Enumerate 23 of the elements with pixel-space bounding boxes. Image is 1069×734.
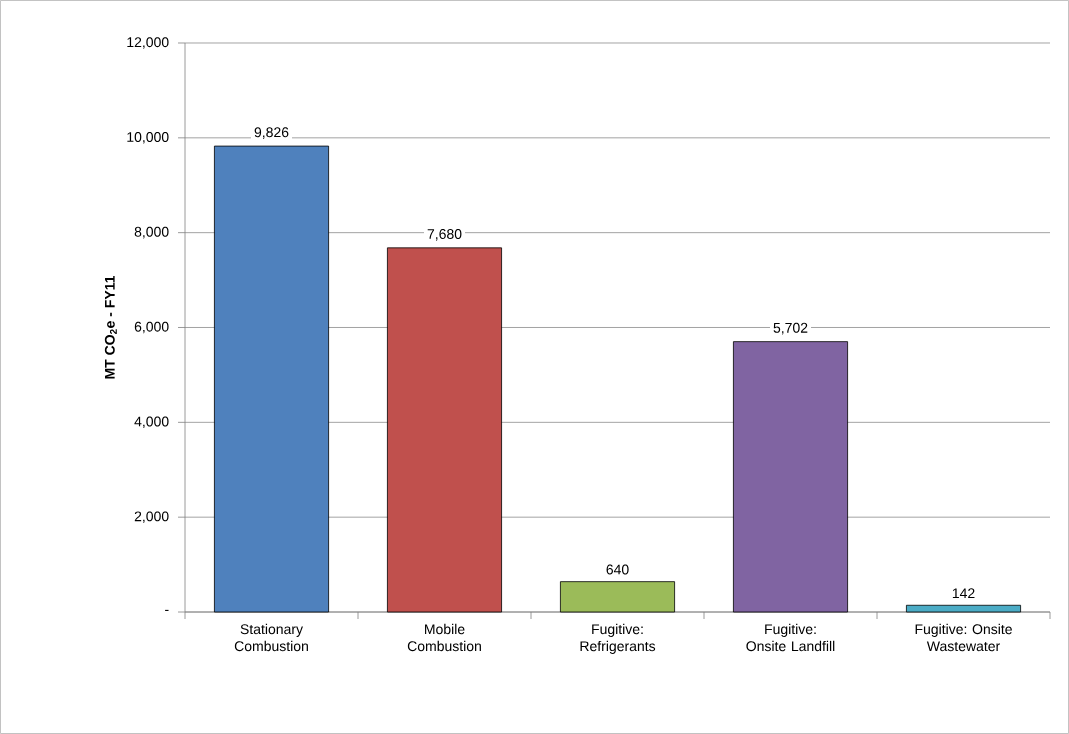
data-label: 7,680 xyxy=(427,229,462,241)
x-tick-label: Mobile Combustion xyxy=(407,623,481,652)
data-label: 5,702 xyxy=(773,322,808,335)
bar xyxy=(906,604,1021,613)
bar xyxy=(214,145,329,613)
x-tick-label: Fugitive: Onsite Wastewater xyxy=(915,623,1012,652)
y-tick-label: 6,000 xyxy=(134,321,169,334)
y-tick-label: 8,000 xyxy=(134,226,169,239)
y-tick-label: - xyxy=(165,609,169,611)
x-tick-label: Fugitive: Onsite Landfill xyxy=(746,623,835,652)
x-tick-label: Fugitive: Refrigerants xyxy=(580,623,656,654)
y-tick-label: 2,000 xyxy=(134,511,169,523)
bar xyxy=(560,581,675,613)
bar xyxy=(387,247,502,613)
data-label: 142 xyxy=(952,588,975,599)
data-label: 640 xyxy=(606,564,629,575)
y-axis-title: MT CO$_{2}$e - FY11 xyxy=(104,275,117,379)
y-tick-label: 4,000 xyxy=(134,416,169,429)
y-tick-label: 12,000 xyxy=(127,37,169,49)
bar xyxy=(733,341,848,613)
x-tick-label: Stationary Combustion xyxy=(234,623,308,652)
y-tick-label: 10,000 xyxy=(127,132,169,144)
data-label: 9,826 xyxy=(254,127,289,139)
